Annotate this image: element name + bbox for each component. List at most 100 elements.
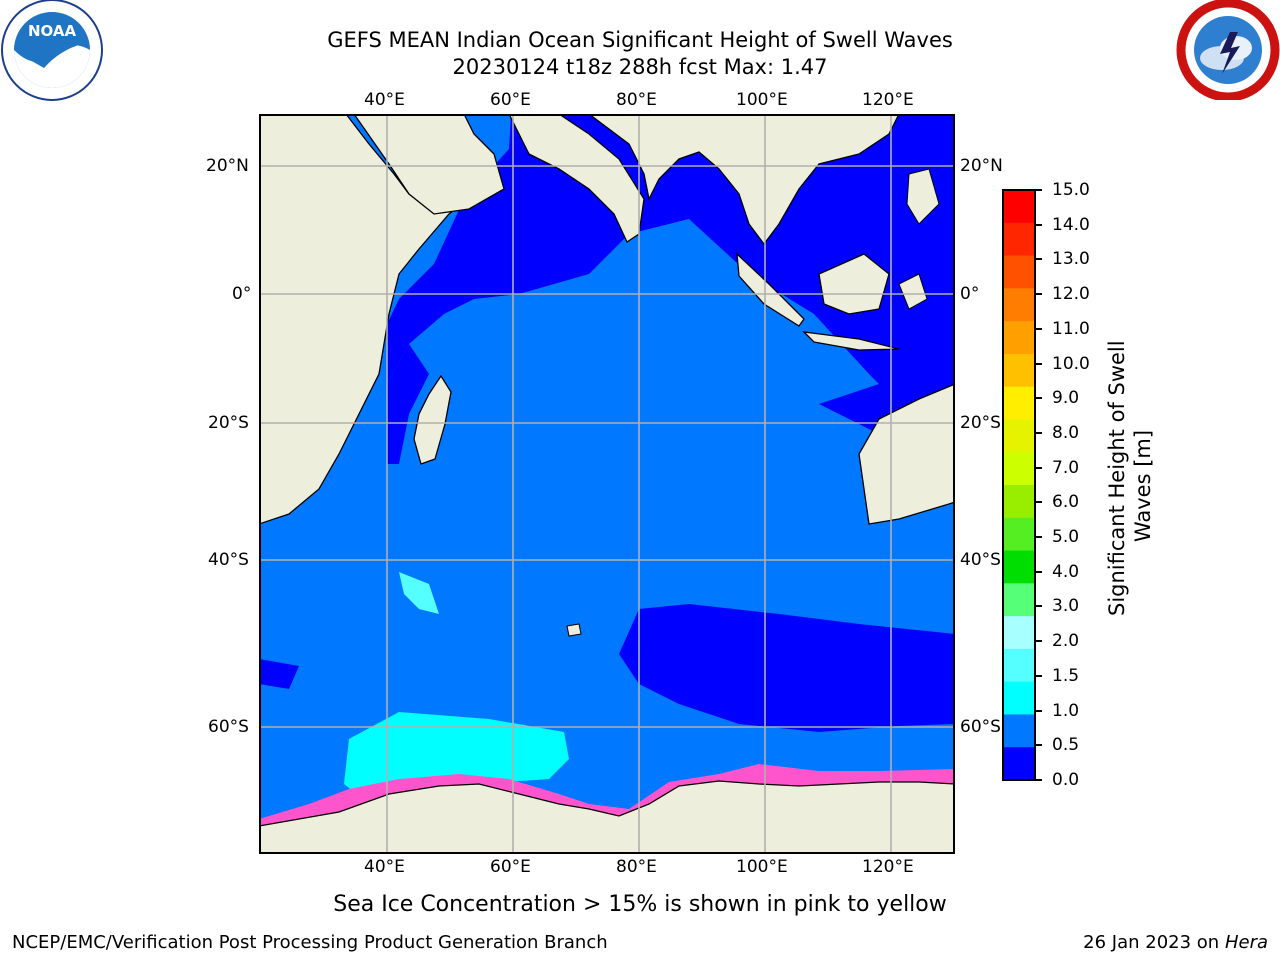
colorbar-tick-label: 9.0: [1052, 388, 1080, 409]
colorbar-tick-mark: [1036, 293, 1042, 296]
colorbar-label-line2: Waves [m]: [1131, 429, 1155, 543]
lon-label-bottom-120e: 120°E: [862, 857, 914, 877]
land-indochina: [587, 114, 900, 246]
colorbar-tick-label: 4.0: [1052, 561, 1080, 582]
colorbar-tick-mark: [1036, 570, 1042, 573]
sea-ice-caption: Sea Ice Concentration > 15% is shown in …: [333, 892, 947, 917]
lon-label-top-40e: 40°E: [364, 90, 405, 110]
land-antarctica: [259, 780, 955, 854]
swell-height-map: [259, 114, 955, 854]
deep-low-swell-north: [387, 114, 955, 414]
lat-label-left-0: 0°: [232, 284, 252, 304]
lat-label-left-60s: 60°S: [208, 717, 249, 737]
lon-label-bottom-40e: 40°E: [364, 857, 405, 877]
colorbar-segment: [1003, 321, 1035, 355]
colorbar-segment: [1003, 550, 1035, 584]
colorbar-tick-label: 2.0: [1052, 631, 1080, 652]
colorbar-tick-mark: [1036, 327, 1042, 330]
colorbar-tick-label: 14.0: [1052, 214, 1090, 235]
colorbar-segment: [1003, 485, 1035, 519]
noaa-logo: NOAA: [1, 0, 103, 101]
colorbar-tick-label: 13.0: [1052, 249, 1090, 270]
colorbar-segment: [1003, 714, 1035, 748]
colorbar-tick-label: 12.0: [1052, 284, 1090, 305]
colorbar-label-line1: Significant Height of Swell: [1105, 340, 1129, 616]
land-arabia: [353, 114, 505, 215]
land-australia: [858, 383, 955, 525]
lon-label-top-80e: 80°E: [616, 90, 657, 110]
colorbar-tick-mark: [1036, 466, 1042, 469]
noaa-logo-text: NOAA: [28, 22, 77, 40]
map-gridlines: [259, 114, 955, 854]
colorbar-tick-label: 8.0: [1052, 422, 1080, 443]
colorbar-tick-label: 1.0: [1052, 700, 1080, 721]
land-sumatra: [736, 252, 805, 327]
colorbar-tick-mark: [1036, 674, 1042, 677]
colorbar-tick-mark: [1036, 397, 1042, 400]
colorbar-segment: [1003, 419, 1035, 453]
colorbar-tick-mark: [1036, 189, 1042, 191]
footer-credit: NCEP/EMC/Verification Post Processing Pr…: [12, 932, 608, 953]
colorbar-tick-label: 5.0: [1052, 527, 1080, 548]
colorbar-segment: [1003, 747, 1035, 781]
sea-ice-band: [259, 764, 955, 834]
colorbar-tick-mark: [1036, 258, 1042, 261]
map-frame: [259, 114, 955, 854]
lat-label-right-40s: 40°S: [960, 550, 1001, 570]
map-subtitle: 20230124 t18z 288h fcst Max: 1.47: [452, 55, 828, 79]
colorbar-frame: [1002, 189, 1036, 781]
colorbar-tick-mark: [1036, 431, 1042, 434]
land-borneo: [818, 253, 890, 315]
colorbar-segment: [1003, 288, 1035, 322]
lon-label-bottom-60e: 60°E: [490, 857, 531, 877]
footer-date-text: 26 Jan 2023 on: [1083, 932, 1225, 953]
lat-label-right-20s: 20°S: [960, 413, 1001, 433]
colorbar-tick-label: 1.5: [1052, 665, 1080, 686]
colorbar-segment: [1003, 452, 1035, 486]
lon-label-bottom-80e: 80°E: [616, 857, 657, 877]
lon-label-top-100e: 100°E: [736, 90, 788, 110]
colorbar-tick-label: 0.5: [1052, 735, 1080, 756]
colorbar: [1002, 189, 1036, 781]
colorbar-tick-mark: [1036, 744, 1042, 747]
colorbar-segment: [1003, 583, 1035, 617]
colorbar-tick-label: 3.0: [1052, 596, 1080, 617]
colorbar-label: Significant Height of Swell Waves [m]: [1104, 340, 1156, 616]
colorbar-tick-mark: [1036, 779, 1042, 781]
lon-label-bottom-100e: 100°E: [736, 857, 788, 877]
deep-low-swell-south: [619, 604, 955, 732]
colorbar-tick-mark: [1036, 362, 1042, 365]
colorbar-segment: [1003, 353, 1035, 388]
colorbar-tick-mark: [1036, 501, 1042, 504]
lon-label-top-60e: 60°E: [490, 90, 531, 110]
footer-host: Hera: [1224, 932, 1268, 953]
colorbar-segment: [1003, 386, 1035, 420]
colorbar-tick-label: 7.0: [1052, 457, 1080, 478]
colorbar-tick-mark: [1036, 223, 1042, 226]
footer-date: 26 Jan 2023 on Hera: [1083, 932, 1268, 954]
colorbar-segment: [1003, 616, 1035, 650]
lat-label-right-20n: 20°N: [960, 156, 1003, 176]
colorbar-segment: [1003, 517, 1035, 552]
colorbar-segment: [1003, 190, 1035, 224]
land-africa: [259, 114, 476, 525]
colorbar-tick-label: 0.0: [1052, 770, 1080, 790]
colorbar-tick-mark: [1036, 536, 1042, 539]
colorbar-tick-label: 11.0: [1052, 318, 1090, 339]
colorbar-segment: [1003, 681, 1035, 715]
lat-label-left-20s: 20°S: [208, 413, 249, 433]
colorbar-segment: [1003, 648, 1035, 683]
nws-logo: [1176, 0, 1280, 100]
colorbar-tick-mark: [1036, 709, 1042, 712]
colorbar-tick-label: 10.0: [1052, 353, 1090, 374]
lat-label-left-40s: 40°S: [208, 550, 249, 570]
lat-label-right-0: 0°: [960, 284, 980, 304]
colorbar-tick-label: 6.0: [1052, 492, 1080, 513]
colorbar-tick-mark: [1036, 640, 1042, 643]
lat-label-left-20n: 20°N: [206, 156, 249, 176]
land-java: [802, 331, 900, 351]
land-madagascar: [413, 374, 452, 465]
lon-label-top-120e: 120°E: [862, 90, 914, 110]
colorbar-tick-label: 15.0: [1052, 180, 1090, 200]
colorbar-tick-mark: [1036, 605, 1042, 608]
